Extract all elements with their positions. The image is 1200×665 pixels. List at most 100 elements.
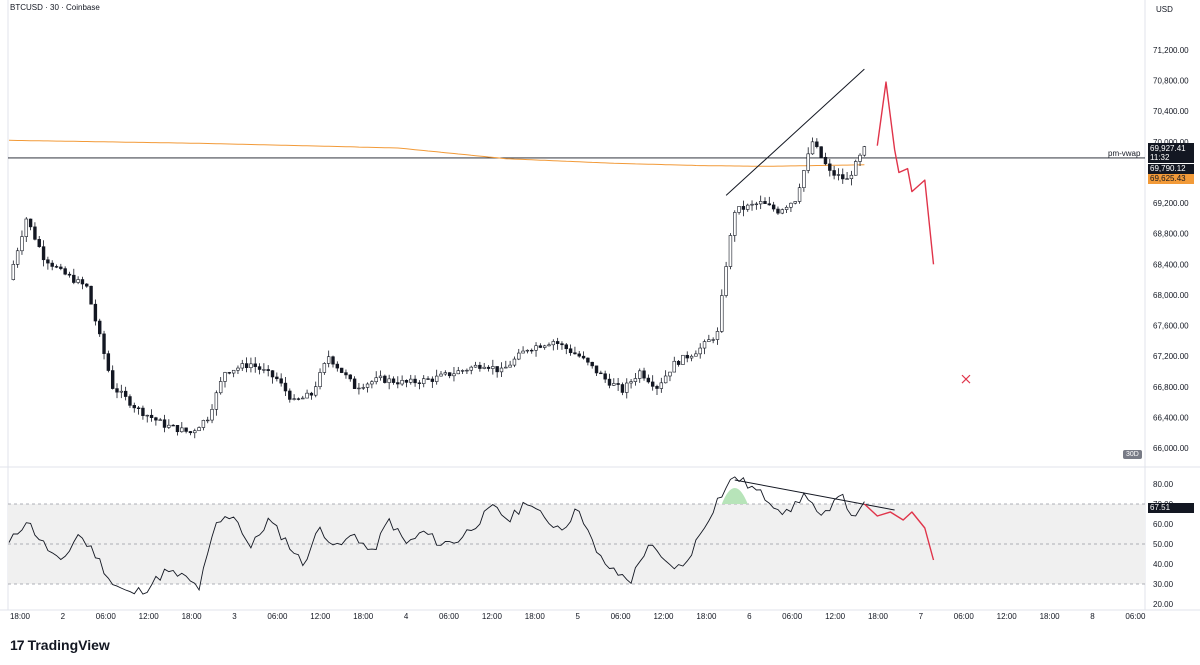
candle-body — [110, 370, 115, 389]
candle-body — [512, 358, 517, 366]
candle-body — [724, 266, 728, 296]
candle-body — [288, 390, 292, 400]
currency-label[interactable]: USD — [1156, 5, 1173, 14]
candle-body — [413, 378, 417, 384]
candle-body — [188, 431, 193, 434]
candle-body — [210, 408, 214, 421]
candle-body — [426, 378, 430, 380]
candle-body — [54, 266, 59, 268]
candle-body — [659, 382, 664, 389]
rsi-tick-label: 50.00 — [1153, 540, 1174, 549]
price-tick-label: 67,600.00 — [1153, 322, 1189, 331]
candle-body — [728, 235, 733, 267]
chart-title: BTCUSD · 30 · Coinbase — [10, 3, 100, 12]
timeframe-badge[interactable]: 30D — [1123, 450, 1142, 459]
time-tick-label: 4 — [404, 612, 409, 621]
candle-body — [218, 381, 223, 394]
candle-body — [452, 373, 456, 377]
candle-body — [240, 363, 244, 369]
time-tick-label: 8 — [1090, 612, 1095, 621]
candle-body — [836, 174, 841, 176]
candle-body — [776, 208, 780, 214]
time-tick-label: 18:00 — [353, 612, 374, 621]
candle-body — [244, 363, 249, 368]
candle-body — [132, 405, 136, 409]
candle-body — [378, 375, 383, 379]
candle-body — [603, 373, 607, 380]
candle-body — [249, 363, 253, 368]
candle-body — [162, 419, 167, 428]
candle-body — [495, 366, 499, 373]
candle-body — [620, 384, 625, 393]
candle-body — [676, 360, 681, 365]
candle-body — [357, 387, 361, 390]
candle-body — [283, 382, 288, 392]
candle-body — [810, 141, 815, 155]
candle-body — [806, 153, 810, 171]
candle-body — [422, 378, 426, 384]
candle-body — [823, 156, 828, 165]
candle-body — [443, 372, 448, 375]
candle-body — [486, 366, 491, 369]
candle-body — [456, 370, 460, 375]
orange-line-price-tag: 69,625.43 — [1148, 174, 1194, 184]
bar-countdown: 11:32 — [1150, 153, 1170, 162]
candle-body — [797, 187, 802, 202]
price-tick-label: 68,800.00 — [1153, 230, 1189, 239]
candle-body — [663, 375, 668, 384]
candle-body — [331, 356, 335, 365]
rsi-tick-label: 40.00 — [1153, 560, 1174, 569]
candle-body — [128, 396, 132, 406]
rsi-tick-label: 60.00 — [1153, 520, 1174, 529]
candle-body — [685, 354, 689, 359]
price-tick-label: 68,400.00 — [1153, 260, 1189, 269]
candle-body — [581, 355, 586, 359]
candle-body — [590, 361, 594, 367]
tradingview-brand[interactable]: 17 TradingView — [10, 637, 110, 653]
rsi-tick-label: 30.00 — [1153, 580, 1174, 589]
time-tick-label: 12:00 — [825, 612, 846, 621]
candle-body — [115, 388, 119, 393]
tradingview-logo-icon: 17 — [10, 637, 25, 653]
time-tick-label: 5 — [575, 612, 580, 621]
rsi-divergence-line — [734, 479, 895, 511]
candle-body — [447, 372, 452, 377]
rsi-overbought-fill — [721, 488, 748, 504]
candle-body — [534, 345, 538, 351]
price-tick-label: 70,800.00 — [1153, 77, 1189, 86]
candle-body — [296, 398, 301, 400]
candle-body — [521, 350, 525, 354]
candle-body — [771, 204, 776, 210]
candle-body — [318, 372, 322, 387]
rsi-panel — [8, 476, 1145, 595]
candle-body — [154, 417, 158, 421]
candle-body — [98, 320, 102, 335]
candle-body — [72, 274, 76, 283]
candle-body — [292, 398, 296, 400]
candle-body — [314, 386, 318, 396]
candle-body — [404, 380, 409, 383]
candle-body — [305, 392, 309, 399]
vwap-price-tag: 69,790.12 — [1148, 164, 1194, 174]
candle-body — [11, 264, 16, 280]
candle-body — [681, 354, 685, 365]
time-tick-label: 12:00 — [653, 612, 674, 621]
candle-body — [599, 372, 603, 375]
candle-body — [80, 279, 85, 285]
candle-body — [361, 387, 365, 389]
rsi-band — [8, 504, 1145, 584]
candle-body — [763, 201, 767, 205]
candle-body — [633, 378, 638, 382]
rsi-line — [8, 476, 865, 595]
candle-body — [175, 425, 180, 433]
price-tick-label: 70,000.00 — [1153, 138, 1189, 147]
candle-body — [223, 372, 227, 382]
candle-body — [646, 377, 651, 383]
candle-body — [370, 381, 374, 385]
candle-body — [733, 212, 737, 236]
rsi-value-tag: 67.51 — [1148, 503, 1194, 513]
candle-body — [551, 341, 556, 346]
time-tick-label: 06:00 — [267, 612, 288, 621]
resistance-trendline — [725, 68, 865, 196]
tradingview-wordmark: TradingView — [27, 637, 110, 653]
